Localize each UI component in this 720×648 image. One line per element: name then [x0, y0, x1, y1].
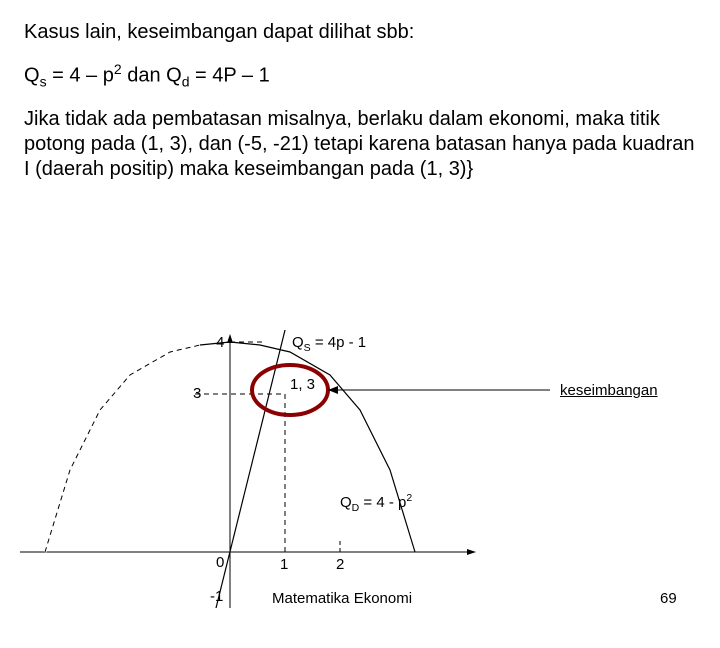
chart-svg — [20, 330, 700, 620]
ytick-neg1: -1 — [210, 588, 223, 605]
page-number: 69 — [660, 590, 677, 607]
qs-sub: S — [304, 342, 311, 354]
qs-post: = 4p - 1 — [311, 334, 366, 351]
eq-part: = 4 – p — [47, 65, 114, 87]
supply-line — [216, 330, 290, 608]
parabola-dashed-left-draw — [45, 345, 200, 552]
eq-part: Q — [24, 65, 40, 87]
qd-sup: 2 — [406, 492, 412, 504]
paragraph-1: Kasus lain, keseimbangan dapat dilihat s… — [24, 20, 696, 45]
eq-part: = 4P – 1 — [189, 65, 269, 87]
qd-pre: Q — [340, 494, 352, 511]
eq-sup: 2 — [114, 61, 122, 77]
eq-sub: s — [40, 74, 47, 90]
point-label: 1, 3 — [290, 376, 315, 393]
qs-pre: Q — [292, 334, 304, 351]
xtick-1: 1 — [280, 556, 288, 573]
qd-post: = 4 - p — [359, 494, 406, 511]
qd-label: QD = 4 - p2 — [340, 492, 412, 514]
eq-part: dan Q — [122, 65, 182, 87]
ytick-0: 0 — [216, 554, 224, 571]
qs-label: QS = 4p - 1 — [292, 334, 366, 354]
paragraph-3: Jika tidak ada pembatasan misalnya, berl… — [24, 107, 696, 182]
xtick-2: 2 — [336, 556, 344, 573]
ytick-4: 4 — [216, 334, 224, 351]
equation-line: Qs = 4 – p2 dan Qd = 4P – 1 — [24, 61, 696, 91]
parabola-dashed-left — [45, 345, 200, 552]
keseimbangan-label: keseimbangan — [560, 382, 658, 399]
ytick-3: 3 — [193, 385, 201, 402]
footer-text: Matematika Ekonomi — [272, 590, 412, 607]
chart-container: 4 3 0 -1 1 2 QS = 4p - 1 1, 3 QD = 4 - p… — [20, 330, 700, 620]
